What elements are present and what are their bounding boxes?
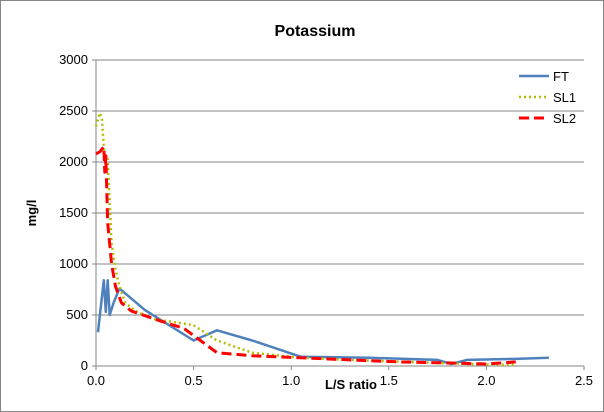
y-tick-label: 2000 [59,154,88,169]
series-lines [94,111,549,367]
x-axis-title: L/S ratio [325,377,377,392]
gridlines [96,59,584,316]
legend-label-sl1: SL1 [553,90,576,105]
legend: FT SL1 SL2 [519,69,576,126]
y-axis-title: mg/l [24,200,39,227]
x-tick-label: 2.5 [575,373,593,388]
legend-label-ft: FT [553,69,569,84]
y-tick-label: 2500 [59,103,88,118]
x-tick-label: 0.5 [185,373,203,388]
tick-labels: 0 500 1000 1500 2000 2500 3000 0.0 0.5 1.0 1.5 2.0 2… [59,52,593,388]
x-tick-label: 1.0 [282,373,300,388]
legend-label-sl2: SL2 [553,111,576,126]
y-tick-label: 1000 [59,256,88,271]
x-tick-label: 1.5 [380,373,398,388]
series-line-sl2 [95,145,516,366]
y-tick-label: 3000 [59,52,88,67]
x-tick-label: 0.0 [87,373,105,388]
chart-title: Potassium [275,23,356,40]
x-tick-label: 2.0 [477,373,495,388]
y-tick-label: 500 [66,307,88,322]
y-tick-label: 0 [81,358,88,373]
y-tick-label: 1500 [59,205,88,220]
